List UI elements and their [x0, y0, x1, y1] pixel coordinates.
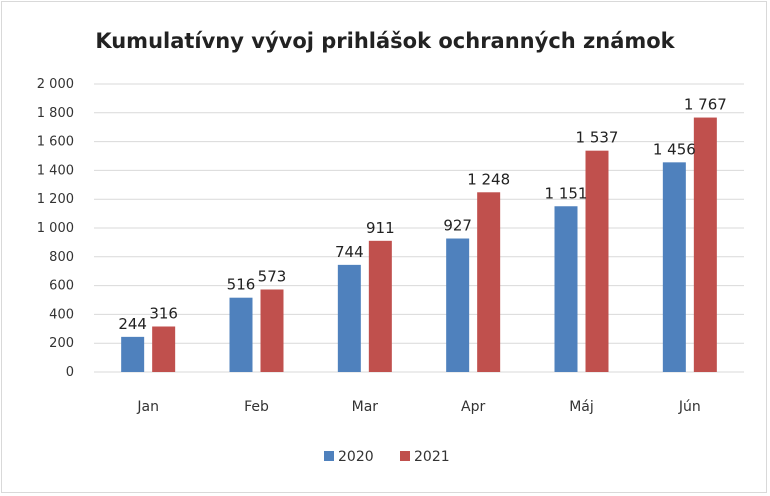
y-tick-label: 600 — [49, 279, 74, 294]
data-label-2021: 1 248 — [467, 170, 510, 188]
data-label-2020: 1 456 — [653, 140, 696, 158]
bar-2020 — [337, 264, 361, 372]
data-label-2021: 1 767 — [684, 96, 727, 114]
bar-2020 — [446, 238, 470, 372]
legend-swatch-2021 — [400, 451, 410, 461]
y-tick-label: 1 600 — [37, 135, 74, 150]
legend-label-2020: 2020 — [338, 449, 374, 465]
bar-2020 — [554, 206, 578, 372]
y-tick-label: 400 — [49, 307, 74, 322]
bar-2021 — [152, 326, 176, 372]
chart-title: Kumulatívny vývoj prihlášok ochranných z… — [95, 29, 675, 53]
y-tick-label: 1 400 — [37, 163, 74, 178]
y-tick-label: 0 — [66, 365, 74, 380]
y-tick-label: 800 — [49, 250, 74, 265]
x-category-label: Feb — [244, 399, 269, 415]
data-label-2021: 573 — [258, 267, 287, 285]
x-category-label: Mar — [352, 399, 379, 415]
bar-2021 — [477, 192, 501, 372]
bar-2021 — [693, 117, 717, 372]
data-label-2020: 1 151 — [545, 184, 588, 202]
bar-2021 — [585, 150, 609, 372]
data-label-2021: 1 537 — [576, 129, 619, 147]
bar-2020 — [662, 162, 686, 372]
bar-2021 — [368, 240, 392, 372]
data-label-2020: 927 — [443, 217, 472, 235]
data-label-2021: 911 — [366, 219, 395, 237]
bar-2020 — [121, 336, 145, 372]
gridlines — [94, 83, 744, 373]
x-category-label: Máj — [569, 399, 594, 415]
data-label-2020: 244 — [118, 315, 147, 333]
bar-2020 — [229, 297, 253, 372]
legend-label-2021: 2021 — [414, 449, 450, 465]
y-tick-label: 1 200 — [37, 192, 74, 207]
legend-swatch-2020 — [324, 451, 334, 461]
y-tick-label: 200 — [49, 336, 74, 351]
x-category-label: Jún — [678, 399, 701, 415]
legend: 2020 2021 — [324, 449, 450, 465]
y-tick-label: 1 800 — [37, 106, 74, 121]
y-tick-label: 2 000 — [37, 77, 74, 92]
bars — [121, 117, 717, 372]
y-axis-tick-labels: 0 200 400 600 800 1 000 1 200 1 400 1 600 1 800 2 … — [37, 77, 74, 380]
x-category-label: Jan — [136, 399, 159, 415]
data-label-2020: 744 — [335, 243, 364, 261]
data-label-2021: 316 — [149, 304, 178, 322]
y-tick-label: 1 000 — [37, 221, 74, 236]
x-axis-category-labels: Jan Feb Mar Apr Máj Jún — [136, 399, 700, 415]
data-label-2020: 516 — [227, 276, 256, 294]
x-category-label: Apr — [461, 399, 485, 415]
bar-2021 — [260, 289, 284, 372]
